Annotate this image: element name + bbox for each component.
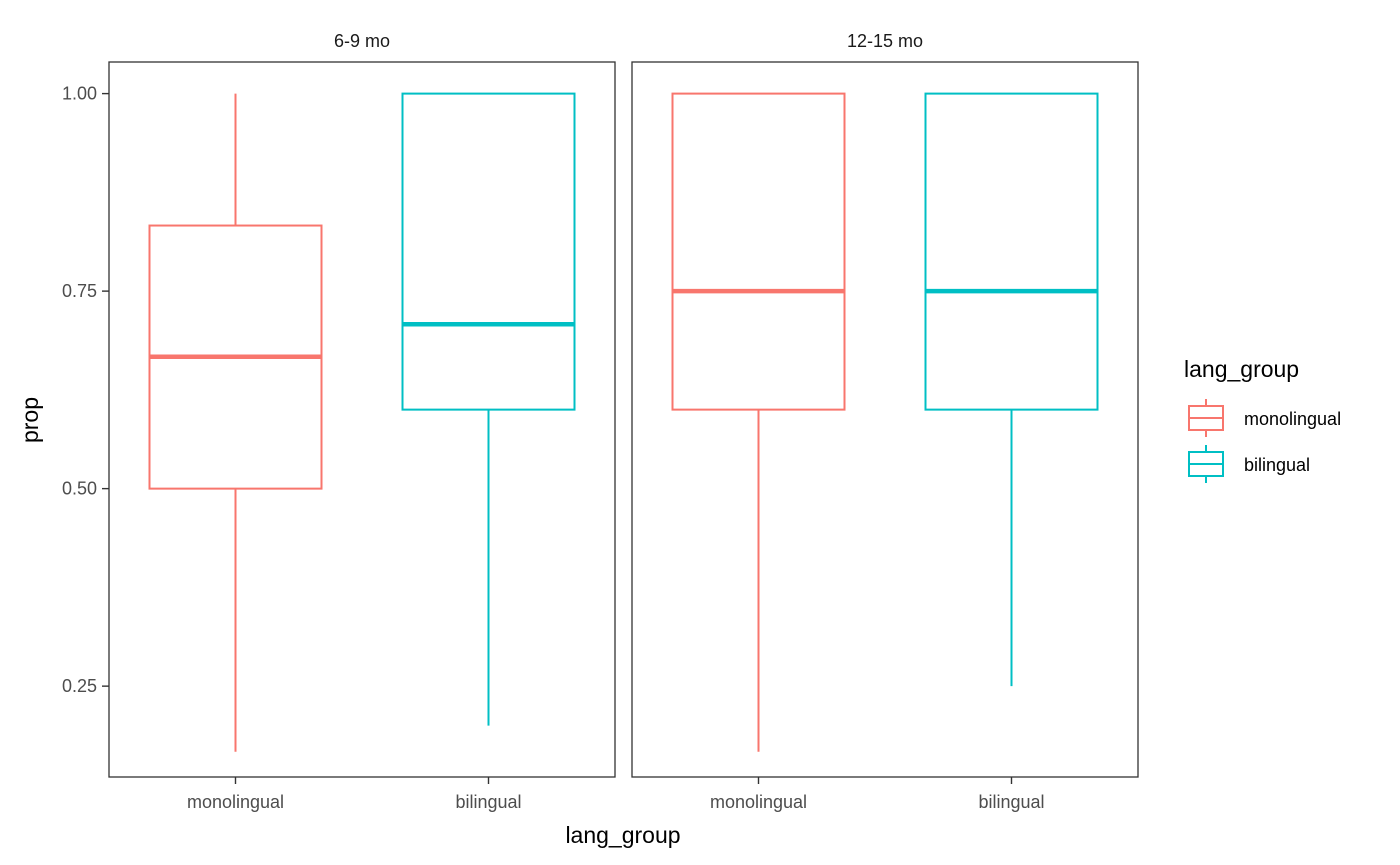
legend-key [1188,445,1224,483]
y-axis: 0.25 0.50 0.75 1.00 [62,84,109,696]
x-tick-label: monolingual [710,792,807,812]
facet-strip-label: 12-15 mo [847,31,923,51]
x-tick-label: bilingual [455,792,521,812]
legend-key [1188,399,1224,437]
panels: 6-9 mo monolingual bilingual 12-15 mo monoli… [108,31,1139,812]
legend-item-bilingual: bilingual [1188,445,1310,483]
box-iqr [401,92,576,411]
y-tick-label: 1.00 [62,84,97,104]
y-tick-label: 0.25 [62,676,97,696]
panel-border [631,61,1139,778]
box-monolingual [671,92,846,752]
legend: lang_group monolingual bilingual [1184,356,1341,483]
legend-label: bilingual [1244,455,1310,475]
facet-strip-label: 6-9 mo [334,31,390,51]
box-monolingual [148,93,323,752]
facet-panel-2: 12-15 mo monolingual bilingual [631,31,1139,812]
legend-title: lang_group [1184,356,1299,382]
legend-label: monolingual [1244,409,1341,429]
facet-panel-1: 6-9 mo monolingual bilingual [108,31,616,812]
legend-item-monolingual: monolingual [1188,399,1341,437]
box-iqr [671,92,846,411]
x-tick-label: monolingual [187,792,284,812]
y-tick-label: 0.75 [62,281,97,301]
box-bilingual [924,92,1099,687]
box-iqr [924,92,1099,411]
panel-border [108,61,616,778]
x-axis-title: lang_group [565,822,680,848]
box-bilingual [401,92,576,726]
y-tick-label: 0.50 [62,479,97,499]
x-tick-label: bilingual [978,792,1044,812]
y-axis-title: prop [17,397,43,443]
